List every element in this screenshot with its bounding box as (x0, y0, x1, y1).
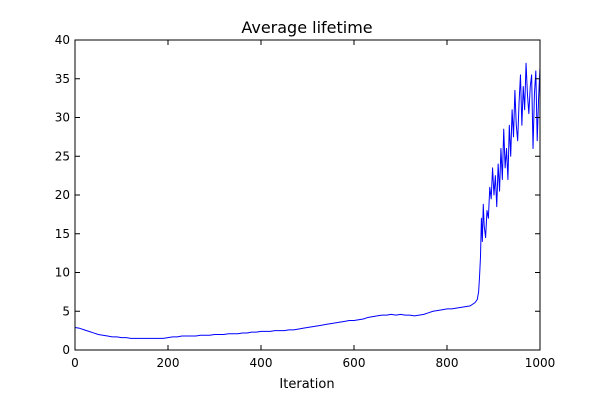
y-axis-ticks: 0 5 10 15 20 25 30 35 40 (55, 33, 540, 357)
x-tick-label-2: 400 (250, 356, 273, 370)
chart-title: Average lifetime (241, 18, 372, 37)
y-tick-label-2: 10 (55, 266, 70, 280)
y-tick-label-8: 40 (55, 33, 70, 47)
x-tick-label-1: 200 (157, 356, 180, 370)
x-axis-ticks: 0 200 400 600 800 1000 (71, 40, 555, 370)
y-tick-label-3: 15 (55, 227, 70, 241)
x-tick-label-4: 800 (436, 356, 459, 370)
x-axis-label: Iteration (279, 377, 334, 392)
y-tick-label-0: 0 (62, 343, 70, 357)
x-tick-label-3: 600 (343, 356, 366, 370)
y-tick-label-7: 35 (55, 72, 70, 86)
x-tick-label-0: 0 (71, 356, 79, 370)
plot-area (74, 62, 541, 339)
x-tick-label-5: 1000 (525, 356, 556, 370)
series-line-0 (74, 62, 541, 339)
y-tick-label-4: 20 (55, 188, 70, 202)
y-tick-label-5: 25 (55, 149, 70, 163)
y-tick-label-6: 30 (55, 111, 70, 125)
axes-frame (74, 39, 541, 351)
y-tick-label-1: 5 (62, 304, 70, 318)
